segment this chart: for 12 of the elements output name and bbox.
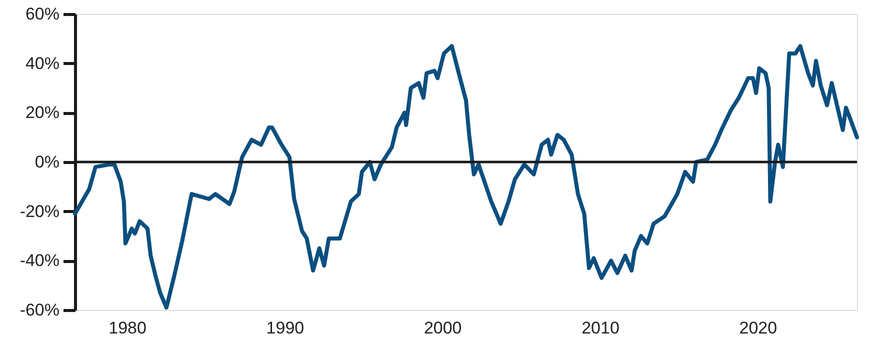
x-tick-label: 2000: [424, 318, 462, 338]
y-tick-label: -60%: [20, 300, 60, 320]
y-tick-label: 20%: [25, 103, 60, 122]
x-tick-label: 1990: [266, 318, 304, 338]
x-tick-label: 2010: [582, 318, 620, 338]
y-tick-label: 60%: [25, 4, 60, 24]
y-tick-label: -40%: [20, 251, 60, 270]
y-tick-label: 0%: [34, 152, 60, 172]
x-tick-label: 2020: [739, 318, 778, 338]
x-tick-label: 1980: [108, 318, 146, 338]
y-tick-label: 40%: [25, 54, 60, 73]
y-tick-label: -20%: [20, 202, 60, 221]
